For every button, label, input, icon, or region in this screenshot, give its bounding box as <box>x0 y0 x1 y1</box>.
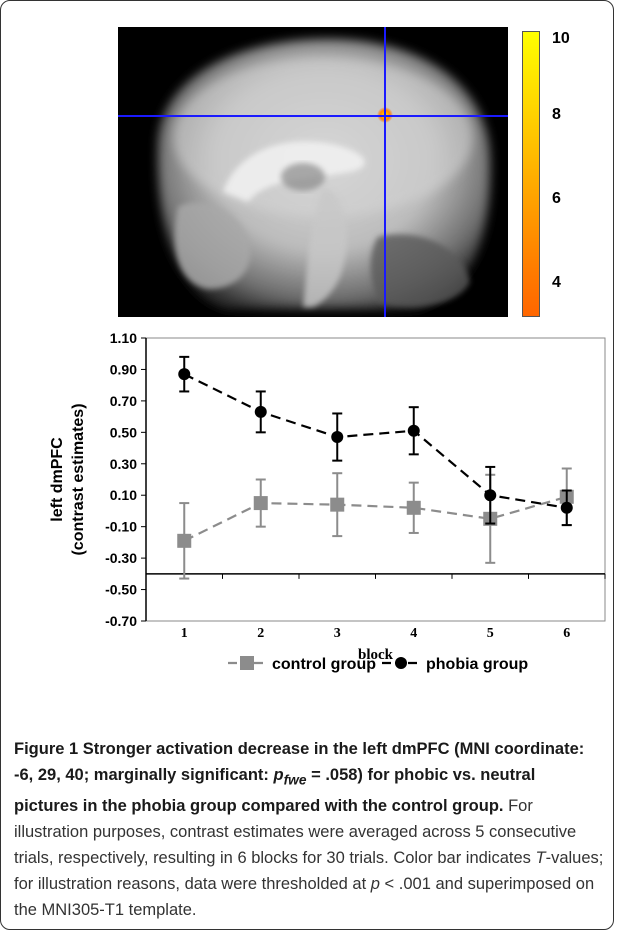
y-axis-label: left dmPFC <box>49 437 66 522</box>
mri-sagittal-image <box>118 27 508 317</box>
data-point <box>331 431 344 444</box>
y-tick-label: 0.70 <box>110 393 137 409</box>
data-point <box>330 497 345 512</box>
data-point <box>177 533 192 548</box>
y-tick-label: -0.10 <box>105 519 137 535</box>
colorbar-label: 10 <box>552 30 570 47</box>
x-tick-label: 5 <box>487 626 494 641</box>
data-point <box>178 368 191 381</box>
legend-label: control group <box>272 656 376 673</box>
data-point <box>253 496 268 511</box>
data-point <box>484 489 497 502</box>
legend-label: phobia group <box>426 656 528 673</box>
legend-marker <box>395 657 407 669</box>
x-tick-label: 3 <box>334 626 341 641</box>
colorbar-label: 6 <box>552 190 561 207</box>
y-axis-label: (contrast estimates) <box>70 403 87 555</box>
caption-bold: Figure 1 Stronger activation decrease in… <box>14 740 585 816</box>
x-tick-label: 4 <box>410 626 417 641</box>
series-control-group <box>177 467 574 580</box>
x-tick-label: 6 <box>563 626 570 641</box>
data-point <box>407 424 420 437</box>
colorbar <box>522 31 540 317</box>
y-tick-label: 0.30 <box>110 456 137 472</box>
y-tick-label: -0.70 <box>105 613 137 629</box>
legend-marker <box>240 656 254 670</box>
data-point <box>254 405 267 418</box>
data-point <box>560 501 573 514</box>
y-tick-label: 0.90 <box>110 361 137 377</box>
x-tick-label: 2 <box>257 626 264 641</box>
figure-caption: Figure 1 Stronger activation decrease in… <box>14 740 604 920</box>
y-tick-label: -0.30 <box>105 550 137 566</box>
x-tick-label: 1 <box>181 626 188 641</box>
y-tick-label: 1.10 <box>110 330 137 346</box>
series-phobia-group <box>178 355 573 527</box>
data-point <box>406 500 421 515</box>
y-tick-label: -0.50 <box>105 582 137 598</box>
colorbar-label: 4 <box>552 274 561 291</box>
colorbar-label: 8 <box>552 106 561 123</box>
legend: control group phobia group <box>228 656 528 673</box>
series-line <box>183 495 568 542</box>
y-tick-label: 0.10 <box>110 487 137 503</box>
line-chart: 1.10 0.90 0.70 0.50 0.30 0.10 -0.10 -0.30 -0.50 -… <box>49 330 606 673</box>
x-axis-label: block <box>358 647 394 663</box>
series-line <box>183 373 567 509</box>
y-tick-label: 0.50 <box>110 424 137 440</box>
